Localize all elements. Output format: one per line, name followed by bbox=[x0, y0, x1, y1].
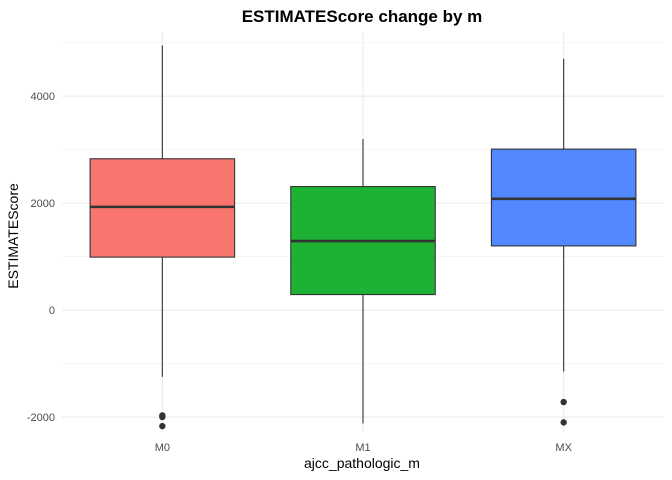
x-axis-ticks: M0 M1 MX bbox=[155, 442, 573, 454]
chart-title: ESTIMATEScore change by m bbox=[242, 7, 483, 26]
x-tick-label: MX bbox=[555, 442, 572, 454]
box-m0 bbox=[89, 45, 236, 430]
x-tick-label: M0 bbox=[155, 442, 170, 454]
y-axis-ticks: -2000 0 2000 4000 bbox=[27, 91, 55, 424]
outlier-point bbox=[159, 413, 166, 421]
y-tick-label: 0 bbox=[49, 305, 55, 317]
y-axis-label: ESTIMATEScore bbox=[5, 183, 21, 289]
x-axis-label: ajcc_pathologic_m bbox=[304, 455, 420, 471]
box-iqr bbox=[490, 148, 637, 247]
y-tick-label: -2000 bbox=[27, 412, 55, 424]
box-mx bbox=[490, 58, 637, 426]
outlier-point bbox=[159, 422, 166, 430]
outlier-point bbox=[560, 419, 567, 426]
box-layer bbox=[89, 45, 637, 430]
y-tick-label: 4000 bbox=[31, 91, 55, 103]
y-tick-label: 2000 bbox=[31, 198, 55, 210]
outlier-point bbox=[560, 398, 567, 406]
x-tick-label: M1 bbox=[355, 442, 370, 454]
box-m1 bbox=[290, 138, 436, 424]
